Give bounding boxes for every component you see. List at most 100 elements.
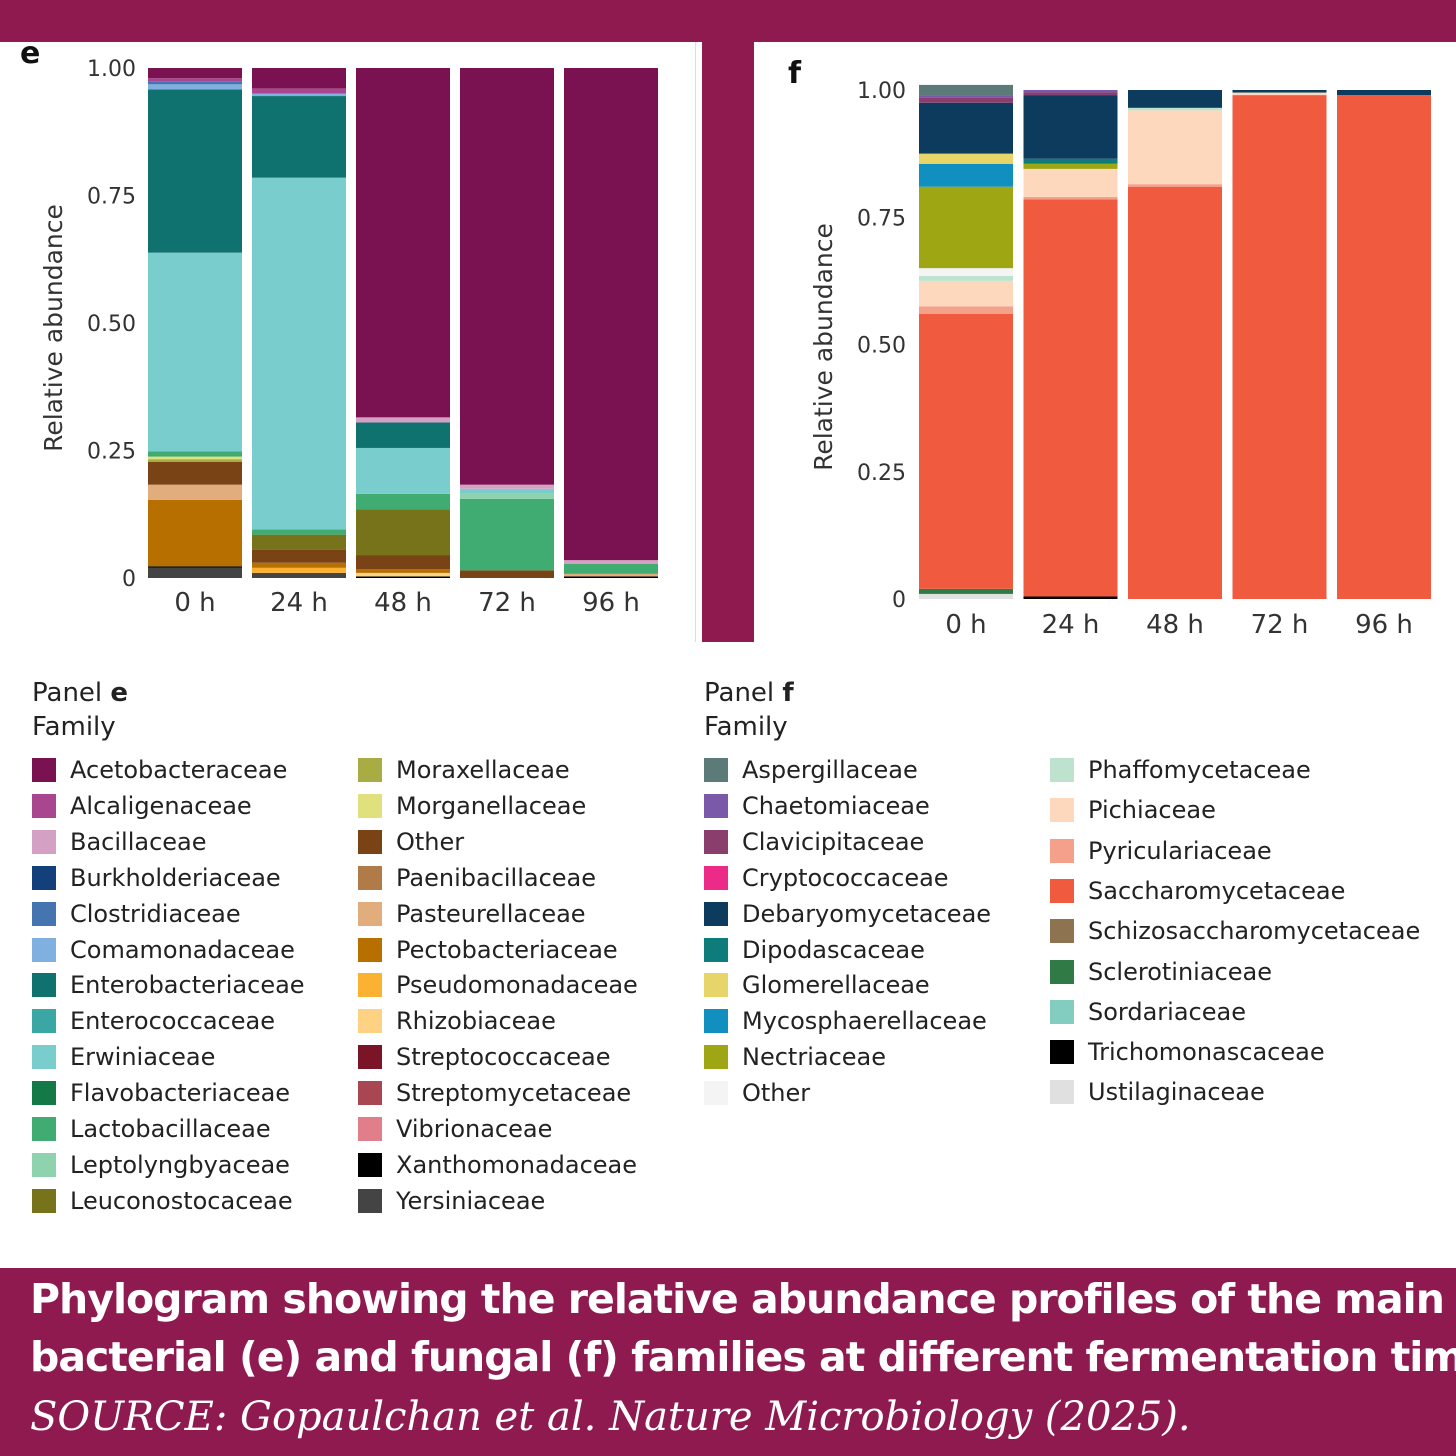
top-band bbox=[0, 0, 1456, 42]
bar-segment-leuconostocaceae bbox=[252, 534, 346, 550]
y-tick-label: 0 bbox=[892, 588, 906, 613]
legend-item: Lactobacillaceae bbox=[32, 1114, 271, 1144]
legend-label: Chaetomiaceae bbox=[742, 791, 930, 820]
chart-f: 0 0.25 0.50 0.75 1.00 Relative abundance 0 h 24… bbox=[809, 79, 1431, 640]
x-tick-label: 96 h bbox=[1355, 610, 1413, 640]
bar-segment-aspergillaceae bbox=[919, 84, 1013, 96]
legend-label: Aspergillaceae bbox=[742, 756, 918, 784]
legend-e: Panel e Family bbox=[32, 676, 128, 744]
legend-label: Streptomycetaceae bbox=[396, 1079, 632, 1108]
legend-label: Streptococcaceae bbox=[396, 1043, 611, 1072]
legend-item: Debaryomycetaceae bbox=[704, 899, 991, 929]
x-tick-label: 0 h bbox=[174, 588, 215, 618]
legend-f: Panel f Family bbox=[704, 676, 794, 744]
bar-segment-bacillaceae bbox=[356, 417, 450, 423]
bar-segment-enterobacteriaceae bbox=[356, 422, 450, 448]
bar-segment-acetobacteraceae bbox=[356, 68, 450, 418]
caption-line-2: bacterial (e) and fungal (f) families at… bbox=[30, 1333, 1456, 1381]
legend-swatch bbox=[358, 937, 382, 962]
legend-label: Phaffomycetaceae bbox=[1088, 756, 1311, 784]
bar-segment-debaryomycetaceae bbox=[919, 102, 1013, 154]
bar-segment-pasteurellaceae bbox=[564, 573, 658, 577]
bar-stack bbox=[1128, 90, 1222, 599]
bar-segment-bacillaceae bbox=[460, 484, 554, 489]
x-tick-label: 24 h bbox=[270, 588, 328, 618]
legend-label: Debaryomycetaceae bbox=[742, 899, 992, 928]
legend-swatch bbox=[1050, 959, 1074, 984]
legend-label: Pyriculariaceae bbox=[1088, 836, 1272, 865]
legend-swatch bbox=[358, 793, 382, 818]
legend-swatch bbox=[358, 1188, 382, 1213]
legend-item: Enterobacteriaceae bbox=[32, 970, 305, 1000]
legend-item: Pichiaceae bbox=[1050, 795, 1216, 825]
bar-segment-erwiniaceae bbox=[356, 447, 450, 494]
legend-item: Sclerotiniaceae bbox=[1050, 957, 1272, 987]
bar-segment-pseudomonadaceae bbox=[252, 567, 346, 573]
x-tick-label: 96 h bbox=[582, 588, 640, 618]
legend-label: Moraxellaceae bbox=[396, 756, 570, 784]
legend-item: Pasteurellaceae bbox=[358, 899, 586, 929]
legend-f-items: Aspergillaceae Chaetomiaceae Clavicipitace… bbox=[704, 755, 1454, 1135]
legend-label: Xanthomonadaceae bbox=[396, 1150, 638, 1179]
legend-item: Vibrionaceae bbox=[358, 1114, 552, 1144]
legend-label: Enterococcaceae bbox=[70, 1007, 275, 1036]
bar-segment-phaffomycetaceae bbox=[919, 275, 1013, 281]
bar-segment-pyriculariaceae bbox=[1023, 196, 1118, 200]
legend-item: Phaffomycetaceae bbox=[1050, 755, 1311, 785]
y-tick-label: 0.50 bbox=[857, 334, 906, 359]
legend-swatch bbox=[1050, 758, 1074, 782]
legend-label: Pseudomonadaceae bbox=[396, 971, 638, 1000]
legend-f-title-prefix: Panel bbox=[704, 678, 783, 708]
bar-segment-saccharomycetaceae bbox=[1232, 95, 1327, 599]
panel-separator-line bbox=[695, 42, 696, 642]
legend-item: Erwiniaceae bbox=[32, 1042, 215, 1072]
legend-swatch bbox=[358, 1009, 382, 1034]
bar-segment-enterobacteriaceae bbox=[252, 96, 346, 178]
legend-f-title: Panel f bbox=[704, 676, 794, 710]
legend-label: Trichomonascaceae bbox=[1088, 1038, 1325, 1067]
legend-swatch bbox=[358, 1081, 382, 1106]
legend-swatch bbox=[32, 1045, 56, 1070]
legend-swatch bbox=[704, 937, 728, 962]
bar-segment-erwiniaceae bbox=[252, 177, 346, 530]
bar-segment-acetobacteraceae bbox=[460, 68, 554, 485]
legend-label: Burkholderiaceae bbox=[70, 863, 281, 892]
legend-item: Other bbox=[704, 1078, 810, 1108]
legend-swatch bbox=[1050, 919, 1074, 944]
legend-label: Mycosphaerellaceae bbox=[742, 1007, 987, 1036]
legend-item: Bacillaceae bbox=[32, 827, 207, 857]
y-tick-label: 0.50 bbox=[87, 312, 136, 337]
legend-label: Glomerellaceae bbox=[742, 971, 930, 1000]
legend-label: Acetobacteraceae bbox=[70, 756, 288, 784]
bar-segment-nectriaceae bbox=[1023, 163, 1118, 169]
bar-segment-lactobacillaceae bbox=[564, 563, 658, 574]
bar-segment-lactobacillaceae bbox=[356, 493, 450, 510]
legend-label: Flavobacteriaceae bbox=[70, 1079, 291, 1108]
legend-label: Lactobacillaceae bbox=[70, 1115, 271, 1143]
legend-swatch bbox=[358, 865, 382, 890]
y-tick-label: 0 bbox=[122, 567, 136, 592]
legend-swatch bbox=[32, 829, 56, 854]
legend-swatch bbox=[704, 1081, 728, 1106]
bar-segment-other bbox=[148, 461, 242, 485]
legend-item: Flavobacteriaceae bbox=[32, 1078, 290, 1108]
bar-stack bbox=[919, 84, 1013, 599]
legend-swatch bbox=[1050, 878, 1074, 903]
legend-swatch bbox=[358, 1045, 382, 1070]
legend-label: Morganellaceae bbox=[396, 791, 587, 820]
legend-swatch bbox=[32, 1081, 56, 1106]
bar-segment-erwiniaceae bbox=[460, 488, 554, 494]
bar-segment-mycosphaerellaceae bbox=[919, 163, 1013, 187]
bar-segment-pectobacteriaceae bbox=[148, 499, 242, 567]
legend-item: Burkholderiaceae bbox=[32, 863, 281, 893]
bar-segment-xanthomonadaceae bbox=[356, 576, 450, 578]
bar-stack bbox=[148, 68, 242, 578]
legend-label: Other bbox=[396, 827, 465, 856]
legend-item: Glomerellaceae bbox=[704, 970, 930, 1000]
x-tick-label: 24 h bbox=[1042, 610, 1100, 640]
bar-segment-alcaligenaceae bbox=[252, 88, 346, 94]
x-tick-label: 0 h bbox=[945, 610, 986, 640]
x-tick-label: 72 h bbox=[1251, 610, 1309, 640]
legend-swatch bbox=[358, 973, 382, 998]
bar-segment-leptolyngbyaceae bbox=[460, 493, 554, 499]
